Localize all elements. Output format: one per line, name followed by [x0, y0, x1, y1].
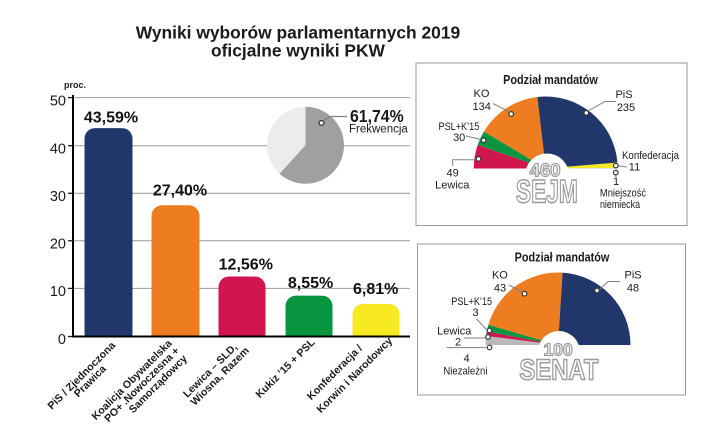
svg-text:11: 11	[629, 162, 640, 174]
svg-text:3: 3	[472, 307, 478, 319]
svg-text:KO: KO	[474, 88, 490, 100]
svg-text:PSL+K’15: PSL+K’15	[451, 296, 492, 308]
svg-text:Lewica: Lewica	[437, 326, 472, 338]
svg-text:27,40%: 27,40%	[153, 183, 207, 200]
svg-text:10: 10	[50, 284, 66, 300]
svg-text:460: 460	[530, 160, 561, 181]
svg-text:SEJM: SEJM	[516, 174, 578, 210]
svg-text:43: 43	[494, 283, 506, 295]
svg-text:SENAT: SENAT	[519, 353, 598, 386]
svg-text:8,55%: 8,55%	[288, 275, 333, 292]
svg-text:2: 2	[455, 337, 461, 349]
svg-text:0: 0	[58, 332, 66, 348]
svg-text:1: 1	[613, 176, 619, 188]
svg-text:48: 48	[627, 283, 639, 295]
svg-text:235: 235	[617, 102, 635, 114]
svg-text:Frekwencja: Frekwencja	[349, 124, 408, 136]
svg-text:134: 134	[473, 101, 491, 113]
svg-text:Mniejszość: Mniejszość	[600, 188, 646, 200]
svg-text:100: 100	[543, 340, 572, 360]
svg-text:niemiecka: niemiecka	[600, 199, 640, 211]
svg-text:4: 4	[463, 353, 469, 365]
svg-text:Niezależni: Niezależni	[443, 366, 487, 378]
svg-text:30: 30	[453, 132, 465, 144]
svg-text:43,59%: 43,59%	[84, 109, 138, 126]
svg-text:KO: KO	[492, 270, 508, 282]
svg-text:PSL+K’15: PSL+K’15	[438, 121, 479, 133]
svg-text:Konfederacja: Konfederacja	[622, 151, 679, 163]
svg-text:49: 49	[446, 168, 458, 180]
svg-text:Wyniki wyborów parlamentarnych: Wyniki wyborów parlamentarnych 2019	[136, 22, 461, 42]
svg-text:6,81%: 6,81%	[353, 281, 398, 298]
svg-text:30: 30	[50, 189, 66, 205]
svg-text:50: 50	[50, 93, 66, 109]
svg-text:PiS: PiS	[615, 89, 632, 101]
svg-text:Lewica: Lewica	[435, 180, 470, 192]
svg-text:PiS: PiS	[625, 270, 642, 282]
svg-text:61,74%: 61,74%	[350, 106, 404, 126]
svg-text:Podział mandatów: Podział mandatów	[503, 73, 599, 87]
svg-text:12,56%: 12,56%	[219, 257, 273, 274]
svg-text:Podział mandatów: Podział mandatów	[515, 251, 611, 265]
svg-text:proc.: proc.	[64, 80, 86, 90]
svg-text:40: 40	[50, 141, 66, 157]
svg-text:20: 20	[50, 237, 66, 253]
svg-text:oficjalne wyniki PKW: oficjalne wyniki PKW	[211, 41, 386, 61]
